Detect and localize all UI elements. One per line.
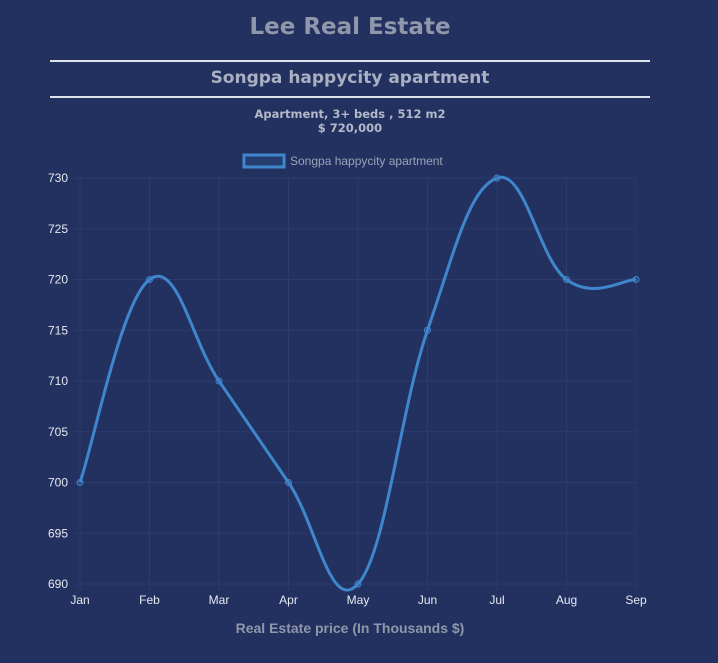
y-tick-label: 700 [48, 476, 68, 490]
x-axis-label: Real Estate price (In Thousands $) [236, 620, 465, 636]
x-tick-label: Apr [279, 593, 298, 607]
chart-grid [74, 177, 637, 590]
listing-specs: Apartment, 3+ beds , 512 m2 [254, 107, 446, 121]
x-tick-label: Sep [625, 593, 647, 607]
y-tick-label: 725 [48, 222, 68, 236]
listing-price: $ 720,000 [317, 121, 383, 135]
data-point[interactable] [354, 580, 362, 588]
x-tick-label: Aug [556, 593, 577, 607]
x-tick-label: Jun [418, 593, 437, 607]
x-tick-label: Mar [209, 593, 230, 607]
y-tick-label: 690 [48, 577, 68, 591]
site-title: Lee Real Estate [249, 14, 451, 40]
data-point[interactable] [563, 276, 570, 283]
x-axis-ticks: Jan Feb Mar Apr May Jun Jul Aug Sep [70, 593, 647, 607]
chart-legend[interactable]: Songpa happycity apartment [242, 153, 443, 169]
y-axis-ticks: 690 695 700 705 710 715 720 725 730 [48, 171, 68, 591]
x-tick-label: Jul [489, 593, 504, 607]
x-tick-label: Jan [70, 593, 89, 607]
data-point[interactable] [424, 326, 431, 334]
data-point[interactable] [146, 276, 153, 283]
y-tick-label: 730 [48, 171, 68, 185]
y-tick-label: 710 [48, 374, 68, 388]
listing-details: Apartment, 3+ beds , 512 m2 $ 720,000 [0, 107, 700, 135]
legend-label[interactable]: Songpa happycity apartment [290, 154, 443, 168]
legend-swatch[interactable] [242, 153, 286, 169]
divider-bottom [50, 96, 650, 98]
divider-top [50, 60, 650, 62]
x-tick-label: May [347, 593, 370, 607]
price-line-chart: Songpa happycity apartment 690 695 700 705 7… [48, 153, 647, 636]
y-tick-label: 695 [48, 526, 68, 540]
listing-name: Songpa happycity apartment [210, 68, 490, 88]
data-point[interactable] [76, 479, 84, 486]
y-tick-label: 715 [48, 323, 68, 337]
x-tick-label: Feb [139, 593, 160, 607]
data-point[interactable] [632, 276, 640, 283]
data-point[interactable] [493, 174, 501, 182]
data-point[interactable] [285, 479, 292, 486]
data-point[interactable] [215, 377, 223, 385]
series-line [78, 175, 637, 592]
y-tick-label: 720 [48, 273, 68, 287]
series-points [76, 174, 640, 588]
y-tick-label: 705 [48, 425, 68, 439]
